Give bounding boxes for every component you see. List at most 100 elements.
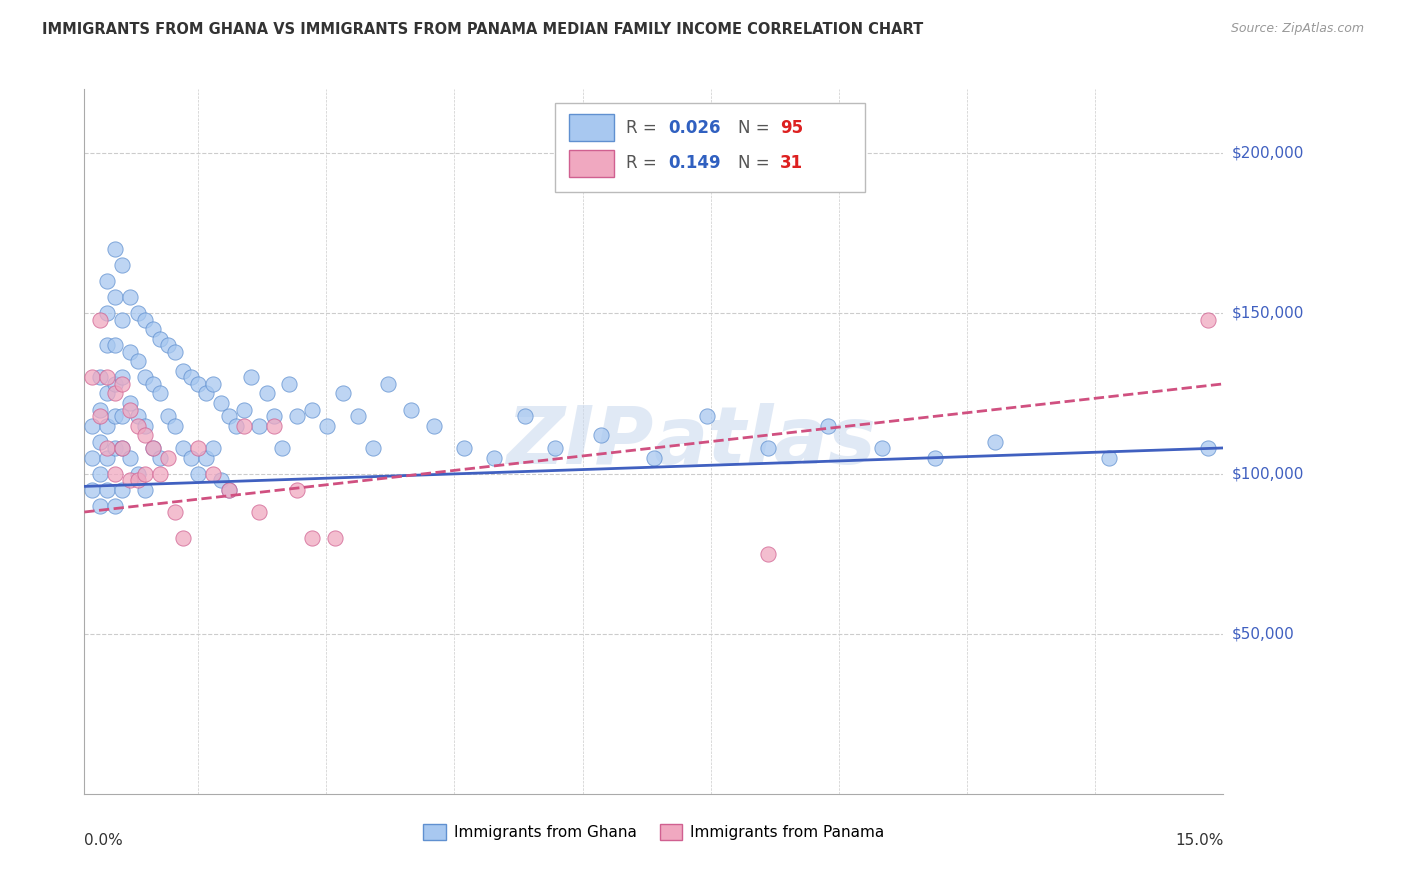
Point	[118, 290, 141, 304]
Text: IMMIGRANTS FROM GHANA VS IMMIGRANTS FROM PANAMA MEDIAN FAMILY INCOME CORRELATION: IMMIGRANTS FROM GHANA VS IMMIGRANTS FROM…	[42, 22, 924, 37]
Point	[89, 409, 111, 423]
Point	[111, 441, 134, 455]
Point	[172, 441, 194, 455]
Text: R =: R =	[626, 154, 662, 172]
Point	[127, 354, 149, 368]
Point	[696, 409, 718, 423]
Text: 31: 31	[780, 154, 803, 172]
Point	[118, 396, 141, 410]
Point	[134, 428, 156, 442]
Point	[118, 402, 141, 417]
Point	[156, 409, 179, 423]
Point	[89, 434, 111, 449]
Point	[165, 344, 187, 359]
Point	[218, 409, 240, 423]
Point	[247, 418, 270, 433]
Point	[278, 376, 301, 391]
Point	[118, 473, 141, 487]
Text: N =: N =	[738, 119, 775, 136]
Point	[172, 531, 194, 545]
Text: Source: ZipAtlas.com: Source: ZipAtlas.com	[1230, 22, 1364, 36]
Point	[96, 370, 118, 384]
Point	[127, 409, 149, 423]
Point	[187, 467, 209, 481]
Point	[1197, 441, 1219, 455]
Point	[80, 370, 103, 384]
Point	[142, 441, 165, 455]
Point	[323, 531, 346, 545]
Point	[270, 441, 292, 455]
Point	[209, 396, 232, 410]
Point	[104, 409, 127, 423]
Point	[263, 418, 285, 433]
Point	[870, 441, 893, 455]
Point	[127, 467, 149, 481]
Point	[104, 499, 127, 513]
Point	[984, 434, 1007, 449]
Point	[377, 376, 399, 391]
Point	[817, 418, 839, 433]
Point	[89, 402, 111, 417]
Point	[194, 450, 217, 465]
Point	[104, 376, 127, 391]
Point	[346, 409, 368, 423]
Point	[134, 467, 156, 481]
Point	[422, 418, 444, 433]
Point	[149, 386, 172, 401]
Point	[118, 450, 141, 465]
Point	[96, 483, 118, 497]
Point	[399, 402, 422, 417]
Point	[104, 386, 127, 401]
Point	[232, 402, 254, 417]
Point	[643, 450, 665, 465]
Point	[127, 306, 149, 320]
Point	[89, 370, 111, 384]
Point	[209, 473, 232, 487]
Point	[240, 370, 263, 384]
Point	[142, 441, 165, 455]
Point	[187, 376, 209, 391]
Point	[218, 483, 240, 497]
Point	[104, 338, 127, 352]
Point	[142, 322, 165, 336]
Point	[111, 376, 134, 391]
Point	[96, 274, 118, 288]
Text: 15.0%: 15.0%	[1175, 832, 1223, 847]
Point	[96, 450, 118, 465]
Point	[134, 483, 156, 497]
Point	[361, 441, 384, 455]
Point	[332, 386, 354, 401]
Point	[96, 418, 118, 433]
Point	[218, 483, 240, 497]
Point	[111, 409, 134, 423]
Text: 0.149: 0.149	[668, 154, 720, 172]
Point	[156, 338, 179, 352]
Point	[202, 441, 225, 455]
Point	[263, 409, 285, 423]
Point	[194, 386, 217, 401]
Point	[96, 306, 118, 320]
Point	[256, 386, 278, 401]
Point	[80, 418, 103, 433]
Point	[544, 441, 567, 455]
Point	[118, 344, 141, 359]
Point	[180, 370, 202, 384]
Point	[89, 467, 111, 481]
Point	[756, 441, 779, 455]
Point	[513, 409, 536, 423]
Point	[301, 402, 323, 417]
Text: $200,000: $200,000	[1232, 145, 1303, 161]
Point	[756, 547, 779, 561]
Point	[149, 450, 172, 465]
Point	[96, 338, 118, 352]
Point	[142, 376, 165, 391]
Point	[104, 441, 127, 455]
Point	[134, 418, 156, 433]
Point	[225, 418, 247, 433]
Point	[104, 290, 127, 304]
Point	[172, 364, 194, 378]
Point	[96, 441, 118, 455]
Point	[80, 483, 103, 497]
Point	[316, 418, 339, 433]
Text: 95: 95	[780, 119, 803, 136]
